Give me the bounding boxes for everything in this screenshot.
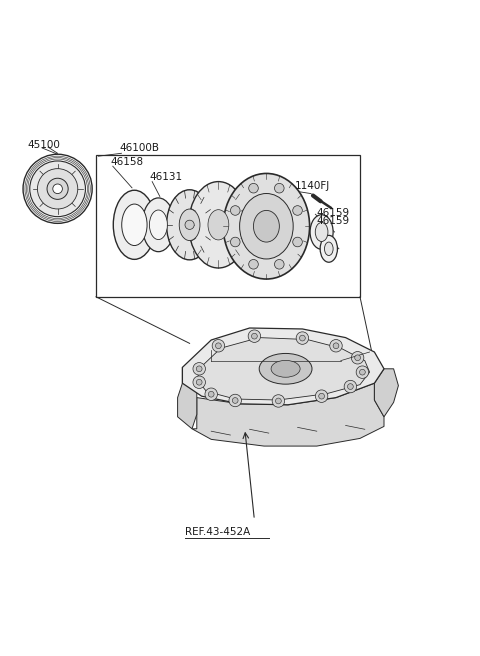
Circle shape	[248, 330, 261, 342]
Ellipse shape	[149, 210, 168, 239]
Circle shape	[216, 343, 221, 348]
Polygon shape	[178, 367, 197, 429]
Bar	[96, 155, 360, 297]
Circle shape	[229, 394, 241, 407]
Ellipse shape	[271, 360, 300, 377]
Ellipse shape	[179, 209, 200, 241]
Circle shape	[37, 169, 78, 209]
Circle shape	[296, 332, 309, 344]
Text: 46159: 46159	[317, 208, 350, 218]
Ellipse shape	[142, 198, 175, 252]
Circle shape	[351, 352, 364, 364]
Circle shape	[348, 384, 353, 390]
Circle shape	[23, 154, 92, 223]
Text: 46158: 46158	[110, 157, 144, 167]
Circle shape	[275, 184, 284, 193]
Circle shape	[293, 206, 302, 215]
Text: 1140FJ: 1140FJ	[295, 181, 330, 191]
Ellipse shape	[223, 173, 310, 279]
Circle shape	[272, 395, 285, 407]
Ellipse shape	[167, 190, 213, 260]
Circle shape	[300, 335, 305, 341]
Circle shape	[360, 369, 365, 375]
Circle shape	[319, 394, 324, 399]
Polygon shape	[182, 328, 384, 405]
Ellipse shape	[189, 182, 248, 268]
Ellipse shape	[253, 211, 279, 242]
Ellipse shape	[122, 204, 147, 245]
Circle shape	[185, 220, 194, 230]
Text: 46159: 46159	[317, 216, 350, 226]
Circle shape	[193, 363, 205, 375]
Circle shape	[344, 380, 357, 393]
Ellipse shape	[240, 194, 293, 259]
Polygon shape	[197, 338, 370, 400]
Circle shape	[230, 206, 240, 215]
Circle shape	[212, 340, 225, 352]
Ellipse shape	[259, 354, 312, 384]
Ellipse shape	[320, 236, 337, 262]
Circle shape	[249, 184, 258, 193]
Circle shape	[30, 161, 85, 216]
Circle shape	[230, 237, 240, 247]
Circle shape	[47, 178, 68, 199]
Circle shape	[196, 379, 202, 385]
Circle shape	[275, 260, 284, 269]
Text: 46100B: 46100B	[119, 144, 159, 154]
Circle shape	[208, 392, 214, 397]
Circle shape	[249, 260, 258, 269]
Circle shape	[252, 333, 257, 339]
Ellipse shape	[315, 222, 328, 241]
Ellipse shape	[113, 190, 156, 259]
Circle shape	[276, 398, 281, 404]
Circle shape	[355, 355, 360, 361]
Text: 46131: 46131	[150, 172, 183, 182]
Ellipse shape	[208, 210, 229, 240]
Circle shape	[196, 366, 202, 372]
Circle shape	[232, 398, 238, 403]
Circle shape	[315, 390, 328, 402]
Polygon shape	[192, 383, 384, 446]
Circle shape	[205, 388, 217, 400]
Circle shape	[356, 366, 369, 379]
Polygon shape	[374, 369, 398, 417]
Ellipse shape	[310, 215, 333, 249]
Circle shape	[53, 184, 62, 194]
Circle shape	[293, 237, 302, 247]
Text: 45100: 45100	[28, 140, 60, 150]
Circle shape	[193, 376, 205, 388]
Text: REF.43-452A: REF.43-452A	[185, 527, 250, 537]
Ellipse shape	[324, 242, 333, 256]
Circle shape	[333, 343, 339, 348]
Circle shape	[330, 340, 342, 352]
